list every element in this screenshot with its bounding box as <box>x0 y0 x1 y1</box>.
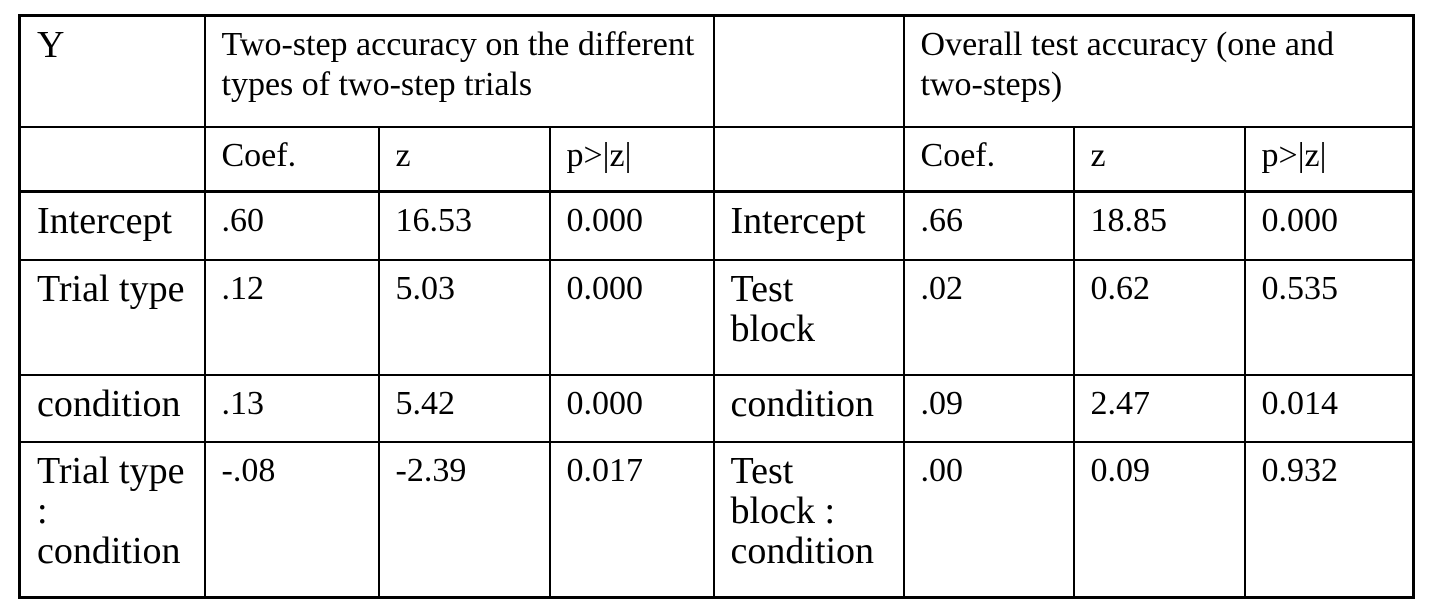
right-row-label: condition <box>712 373 905 443</box>
left-coef-header: Coef. <box>203 125 380 193</box>
left-p-value: 0.000 <box>548 190 715 261</box>
right-z-value: 0.09 <box>1072 440 1246 599</box>
right-coef-value: .66 <box>902 190 1075 261</box>
column-header-row: Coef. z p>|z| Coef. z p>|z| <box>18 125 1415 193</box>
left-coef-value: .60 <box>203 190 380 261</box>
right-p-value: 0.932 <box>1243 440 1415 599</box>
left-z-value: 16.53 <box>377 190 551 261</box>
left-row-label: condition <box>18 373 206 443</box>
right-coef-value: .09 <box>902 373 1075 443</box>
table-row-interaction: Trial type : condition -.08 -2.39 0.017 … <box>18 440 1415 599</box>
table-row-condition: condition .13 5.42 0.000 condition .09 2… <box>18 373 1415 443</box>
table-row-intercept: Intercept .60 16.53 0.000 Intercept .66 … <box>18 190 1415 261</box>
left-coef-value: -.08 <box>203 440 380 599</box>
left-row-label: Trial type <box>18 258 206 376</box>
left-coef-value: .13 <box>203 373 380 443</box>
right-row-label: Test block <box>712 258 905 376</box>
right-row-label: Intercept <box>712 190 905 261</box>
regression-results-table: Y Two-step accuracy on the different typ… <box>18 14 1416 599</box>
left-p-header: p>|z| <box>548 125 715 193</box>
right-coef-header: Coef. <box>902 125 1075 193</box>
right-z-value: 0.62 <box>1072 258 1246 376</box>
left-section-title: Two-step accuracy on the different types… <box>203 14 715 128</box>
right-section-title: Overall test accuracy (one and two-steps… <box>902 14 1415 128</box>
left-p-value: 0.000 <box>548 258 715 376</box>
spacer-cell <box>712 14 905 128</box>
left-z-value: 5.03 <box>377 258 551 376</box>
right-coef-value: .00 <box>902 440 1075 599</box>
dependent-variable-cell: Y <box>18 14 206 128</box>
left-row-label: Trial type : condition <box>18 440 206 599</box>
right-z-value: 18.85 <box>1072 190 1246 261</box>
right-p-value: 0.014 <box>1243 373 1415 443</box>
section-title-row: Y Two-step accuracy on the different typ… <box>18 14 1415 128</box>
right-z-value: 2.47 <box>1072 373 1246 443</box>
empty-corner-cell <box>18 125 206 193</box>
right-row-label: Test block : condition <box>712 440 905 599</box>
left-coef-value: .12 <box>203 258 380 376</box>
left-p-value: 0.000 <box>548 373 715 443</box>
left-row-label: Intercept <box>18 190 206 261</box>
right-coef-value: .02 <box>902 258 1075 376</box>
right-p-header: p>|z| <box>1243 125 1415 193</box>
spacer-cell <box>712 125 905 193</box>
left-z-header: z <box>377 125 551 193</box>
table-row-main-effect-1: Trial type .12 5.03 0.000 Test block .02… <box>18 258 1415 376</box>
right-p-value: 0.535 <box>1243 258 1415 376</box>
right-p-value: 0.000 <box>1243 190 1415 261</box>
left-p-value: 0.017 <box>548 440 715 599</box>
left-z-value: -2.39 <box>377 440 551 599</box>
right-z-header: z <box>1072 125 1246 193</box>
left-z-value: 5.42 <box>377 373 551 443</box>
